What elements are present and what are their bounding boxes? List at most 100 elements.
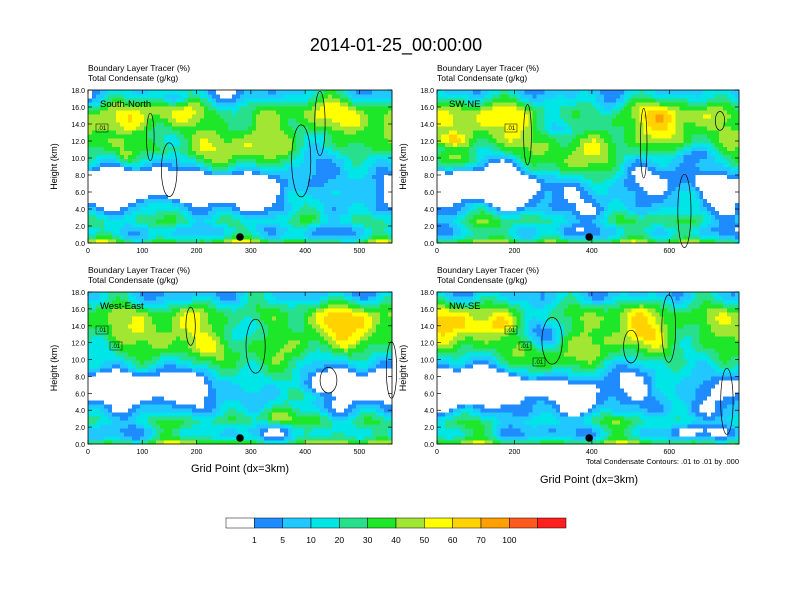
y-tick-label: 12.0	[420, 341, 434, 348]
y-tick-label: 18.0	[420, 290, 434, 297]
y-tick-label: 10.0	[420, 358, 434, 365]
colorbar-swatch	[282, 517, 312, 529]
x-axis-label-left: Grid Point (dx=3km)	[191, 463, 289, 475]
y-axis-label: Height (km)	[49, 345, 59, 392]
panel-south-north: Boundary Layer Tracer (%)Total Condensat…	[49, 63, 393, 255]
condensate-contours: .01 .01 .01	[504, 294, 734, 435]
y-tick-label: 12.0	[71, 341, 85, 348]
y-tick-label: 16.0	[71, 307, 85, 314]
colorbar-label: 1	[252, 535, 257, 545]
contour-label: .01	[98, 126, 107, 132]
x-tick-label: 300	[245, 449, 257, 456]
y-tick-label: 2.0	[424, 425, 434, 432]
panel-header-tracer: Boundary Layer Tracer (%)	[88, 63, 190, 73]
y-tick-label: 0.0	[424, 442, 434, 449]
colorbar-label: 70	[476, 535, 486, 545]
x-tick-label: 200	[509, 449, 521, 456]
y-tick-label: 6.0	[424, 190, 434, 197]
colorbar-label: 5	[280, 535, 285, 545]
y-tick-label: 8.0	[75, 374, 85, 381]
y-tick-label: 10.0	[71, 156, 85, 163]
x-axis-label-right: Grid Point (dx=3km)	[540, 474, 638, 486]
contour-label: .01	[507, 126, 516, 132]
colorbar-swatch	[509, 517, 538, 529]
y-tick-label: 10.0	[71, 358, 85, 365]
panels: Boundary Layer Tracer (%)Total Condensat…	[49, 63, 740, 456]
y-tick-label: 12.0	[420, 139, 434, 146]
y-tick-label: 2.0	[424, 224, 434, 231]
y-tick-label: 16.0	[420, 105, 434, 112]
y-tick-label: 8.0	[424, 374, 434, 381]
contour-label: .01	[507, 328, 516, 334]
colorbar-label: 100	[502, 535, 516, 545]
y-tick-label: 2.0	[75, 224, 85, 231]
colorbar-swatch	[395, 517, 425, 529]
colorbar-label: 20	[335, 535, 345, 545]
x-tick-label: 600	[663, 248, 675, 255]
location-marker	[585, 434, 593, 442]
colorbar-swatch	[537, 517, 567, 529]
y-tick-label: 14.0	[71, 122, 85, 129]
colorbar-label: 60	[448, 535, 458, 545]
location-marker	[236, 233, 244, 241]
panel-sw-ne: Boundary Layer Tracer (%)Total Condensat…	[398, 63, 740, 255]
x-tick-label: 500	[354, 248, 366, 255]
figure-title: 2014-01-25_00:00:00	[310, 35, 482, 56]
x-tick-label: 0	[86, 449, 90, 456]
condensate-contours: .01 .01	[95, 306, 398, 399]
panel-header-condensate: Total Condensate (g/kg)	[437, 73, 527, 83]
y-tick-label: 12.0	[71, 139, 85, 146]
y-tick-label: 14.0	[420, 324, 434, 331]
y-tick-label: 0.0	[75, 241, 85, 248]
panel-nw-se: Boundary Layer Tracer (%)Total Condensat…	[398, 265, 740, 456]
y-tick-label: 0.0	[424, 241, 434, 248]
x-tick-label: 200	[191, 248, 203, 255]
y-tick-label: 14.0	[71, 324, 85, 331]
y-tick-label: 4.0	[75, 408, 85, 415]
colorbar: 1 5 10 20 30 40 50 60 70 100	[225, 517, 567, 545]
colorbar-swatch	[225, 517, 255, 529]
y-tick-label: 18.0	[71, 290, 85, 297]
panel-header-condensate: Total Condensate (g/kg)	[437, 275, 527, 285]
y-tick-label: 18.0	[420, 88, 434, 95]
y-tick-label: 4.0	[424, 207, 434, 214]
panel-label: SW-NE	[449, 99, 481, 110]
panel-label: NW-SE	[449, 301, 481, 312]
x-tick-label: 400	[299, 248, 311, 255]
plot-frame	[436, 89, 740, 244]
x-tick-label: 400	[586, 248, 598, 255]
colorbar-label: 50	[420, 535, 430, 545]
location-marker	[585, 233, 593, 241]
colorbar-swatch	[254, 517, 283, 529]
y-tick-label: 16.0	[420, 307, 434, 314]
condensate-contours: .01	[504, 104, 726, 248]
y-tick-label: 14.0	[420, 122, 434, 129]
plot-frame	[87, 291, 393, 445]
colorbar-swatch	[424, 517, 453, 529]
colorbar-swatch	[339, 517, 368, 529]
colorbar-label: 30	[363, 535, 373, 545]
plot-frame	[436, 291, 740, 445]
colorbar-swatch	[452, 517, 482, 529]
y-tick-label: 6.0	[75, 391, 85, 398]
tracer-field	[88, 90, 393, 244]
y-axis-label: Height (km)	[398, 143, 408, 190]
panel-header-condensate: Total Condensate (g/kg)	[88, 275, 178, 285]
y-tick-label: 2.0	[75, 425, 85, 432]
x-tick-label: 100	[136, 449, 148, 456]
contour-label: .01	[535, 360, 544, 366]
x-tick-label: 200	[191, 449, 203, 456]
y-tick-label: 10.0	[420, 156, 434, 163]
x-tick-label: 0	[435, 449, 439, 456]
x-tick-label: 300	[245, 248, 257, 255]
colorbar-label: 40	[391, 535, 401, 545]
y-tick-label: 6.0	[75, 190, 85, 197]
x-tick-label: 0	[86, 248, 90, 255]
panel-header-tracer: Boundary Layer Tracer (%)	[88, 265, 190, 275]
x-tick-label: 200	[509, 248, 521, 255]
plot-frame	[87, 89, 393, 244]
y-axis-label: Height (km)	[49, 143, 59, 190]
contour-note: Total Condensate Contours: .01 to .01 by…	[586, 457, 739, 466]
panel-label: South-North	[100, 99, 151, 110]
